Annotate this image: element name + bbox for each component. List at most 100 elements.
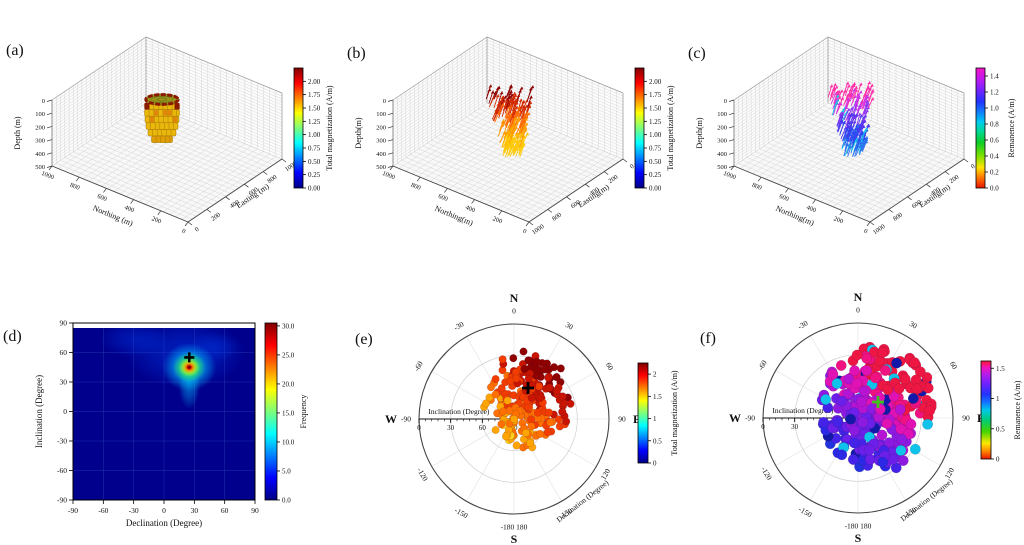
svg-text:0.6: 0.6	[990, 137, 999, 145]
svg-text:-30: -30	[57, 437, 67, 446]
svg-text:Total magnetization (A/m): Total magnetization (A/m)	[666, 85, 675, 171]
svg-text:30.0: 30.0	[282, 322, 295, 330]
svg-text:2.00: 2.00	[649, 78, 662, 86]
svg-text:1.50: 1.50	[308, 105, 321, 113]
svg-text:200: 200	[492, 215, 504, 225]
svg-text:W: W	[729, 411, 741, 425]
svg-text:200: 200	[35, 124, 45, 131]
svg-text:600: 600	[778, 193, 790, 203]
svg-text:400: 400	[717, 151, 727, 158]
svg-text:60: 60	[948, 360, 960, 371]
panel-letter-f: (f)	[700, 330, 716, 347]
svg-text:0: 0	[856, 306, 860, 315]
svg-text:0: 0	[522, 228, 528, 236]
svg-text:400: 400	[930, 186, 942, 197]
svg-text:Remanence (A/m): Remanence (A/m)	[1013, 380, 1022, 439]
svg-text:60: 60	[60, 348, 68, 357]
svg-text:300: 300	[376, 138, 386, 145]
plot-polar-total-magnetization: 0306090Inclination (Degree)Declination (…	[385, 291, 679, 545]
svg-text:0.00: 0.00	[649, 185, 662, 193]
svg-text:-30: -30	[129, 506, 139, 515]
svg-text:0.25: 0.25	[649, 171, 662, 179]
svg-text:90: 90	[60, 319, 68, 328]
panel-letter-a: (a)	[6, 42, 24, 59]
svg-text:0.50: 0.50	[308, 158, 321, 166]
svg-text:N: N	[510, 291, 519, 305]
svg-text:300: 300	[35, 138, 45, 145]
svg-text:2: 2	[653, 371, 657, 379]
svg-text:1.75: 1.75	[308, 91, 321, 99]
svg-text:Total magnetization (A/m): Total magnetization (A/m)	[325, 85, 334, 171]
svg-text:400: 400	[805, 204, 817, 214]
svg-text:-150: -150	[797, 505, 814, 520]
plot-3d-quiver-total-magnetization: 0 100 200 300 400 500 Depth(m) 1000 800 600 400 200…	[354, 36, 675, 236]
svg-text:500: 500	[35, 164, 45, 171]
colorbar: 0.00 0.25 0.50 0.75 1.00 1.25 1.50 1.75 2.00 Tota…	[293, 67, 334, 193]
svg-text:1000: 1000	[722, 170, 737, 181]
svg-text:200: 200	[607, 174, 619, 185]
panel-e: (e) 0306090Inclination (Degree)Declinati…	[341, 285, 682, 545]
svg-text:1: 1	[996, 395, 1000, 403]
svg-text:1.50: 1.50	[649, 105, 662, 113]
svg-text:5.0: 5.0	[282, 467, 291, 475]
panel-b: (b) 0 100 200 300 400 500 Depth(m) 1000 800 600 40…	[341, 0, 682, 265]
svg-text:600: 600	[437, 193, 449, 203]
svg-text:0.8: 0.8	[990, 121, 999, 129]
svg-text:30: 30	[447, 424, 455, 432]
svg-text:200: 200	[151, 215, 163, 225]
svg-text:0.25: 0.25	[308, 171, 321, 179]
scatter-points	[816, 341, 937, 474]
svg-text:600: 600	[570, 199, 582, 210]
svg-text:-60: -60	[57, 466, 67, 475]
svg-text:30: 30	[564, 320, 575, 332]
plot-3d-voxel-total-magnetization: 0 100 200 300 400 500 Depth (m) 1000 800 600 400 20…	[13, 36, 334, 235]
svg-text:800: 800	[410, 182, 422, 192]
svg-text:30: 30	[191, 506, 199, 515]
svg-text:Inclination (Degree): Inclination (Degree)	[772, 406, 834, 415]
svg-text:-30: -30	[452, 319, 465, 332]
arrow-cluster-object	[485, 84, 535, 158]
axes-3d	[733, 36, 965, 223]
panel-a: (a) 0 100 200 300 400 500 Depth (m) 1000 800 600 4…	[0, 0, 341, 265]
axes-3d	[392, 36, 624, 223]
svg-text:1.5: 1.5	[653, 393, 662, 401]
svg-text:0.5: 0.5	[653, 437, 662, 445]
svg-text:10.0: 10.0	[282, 438, 295, 446]
svg-text:Inclination (Degree): Inclination (Degree)	[428, 407, 490, 416]
svg-text:90: 90	[962, 414, 970, 423]
svg-text:200: 200	[833, 215, 845, 225]
svg-text:-60: -60	[412, 359, 425, 372]
svg-text:1000: 1000	[531, 223, 546, 236]
svg-text:-90: -90	[68, 506, 78, 515]
svg-text:60: 60	[479, 424, 487, 432]
svg-text:200: 200	[717, 124, 727, 131]
svg-text:400: 400	[376, 151, 386, 158]
svg-text:-90: -90	[57, 496, 67, 505]
svg-text:Remanence (A/m): Remanence (A/m)	[1007, 98, 1016, 157]
panel-letter-e: (e)	[355, 331, 373, 348]
svg-text:-120: -120	[415, 466, 430, 483]
svg-text:800: 800	[551, 212, 563, 223]
svg-text:-120: -120	[759, 465, 774, 482]
svg-text:0: 0	[863, 228, 869, 236]
svg-text:0.75: 0.75	[649, 145, 662, 153]
svg-text:100: 100	[376, 111, 386, 118]
svg-text:90: 90	[618, 415, 626, 424]
svg-text:200: 200	[948, 174, 960, 185]
svg-text:400: 400	[123, 204, 135, 214]
svg-text:600: 600	[248, 186, 260, 197]
svg-text:Depth(m): Depth(m)	[695, 117, 704, 148]
svg-text:0: 0	[63, 407, 67, 416]
panel-d: (d) -90 -60 -30 0 30 60 90 -90 -60 -30 0 30 60 90 Decl…	[0, 285, 341, 545]
svg-text:0: 0	[512, 307, 516, 316]
svg-text:60: 60	[221, 506, 229, 515]
voxel-cylinder-object	[144, 93, 180, 143]
colorbar: 0 0.5 1 1.5 2 Total magnetization (A/m)	[637, 362, 679, 468]
svg-text:Frequency: Frequency	[299, 395, 308, 429]
panel-letter-c: (c)	[688, 45, 706, 62]
svg-text:0.0: 0.0	[282, 497, 291, 505]
svg-text:0.0: 0.0	[990, 185, 999, 193]
svg-text:S: S	[511, 532, 518, 545]
